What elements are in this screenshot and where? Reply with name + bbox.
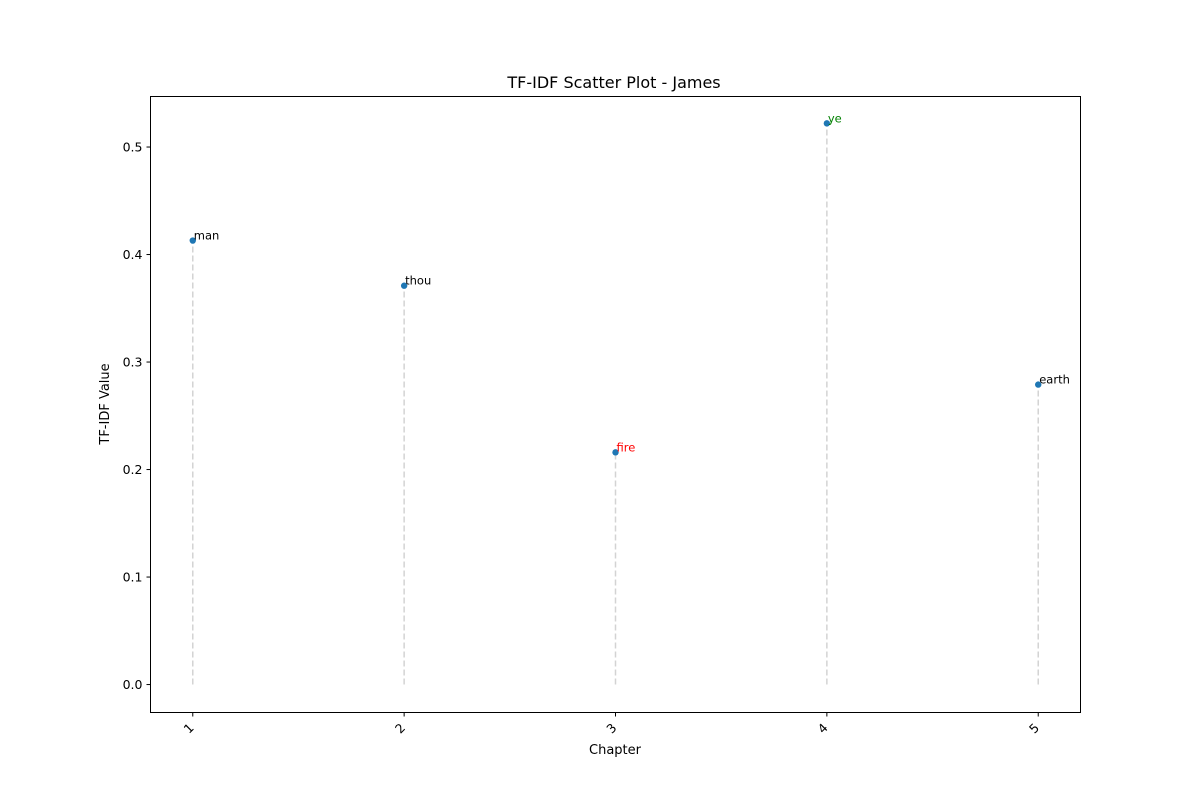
data-point [1035,381,1042,388]
point-label: fire [617,440,636,454]
data-point [823,120,831,127]
data-point [612,449,619,456]
y-tick-label: 0.5 [123,140,143,155]
point-label: man [194,229,220,243]
data-point [189,237,196,244]
data-point [400,282,408,289]
stems-layer [192,123,1039,685]
y-tick-label: 0.2 [123,462,143,477]
points-layer [189,120,1042,456]
y-tick-label: 0.0 [123,677,143,692]
point-label: ye [828,111,842,125]
point-labels-layer: man thou fire ye earth [194,111,1070,454]
y-axis-label: TF-IDF Value [98,363,113,445]
y-tick-label: 0.3 [123,355,143,370]
y-tick-label: 0.1 [123,570,143,585]
chart-title: TF-IDF Scatter Plot - James [506,73,720,92]
y-tick-label: 0.4 [123,247,143,262]
x-axis-label: Chapter [589,743,642,758]
point-label: thou [405,274,431,288]
point-label: earth [1039,373,1070,387]
y-axis: 0.0 0.1 0.2 0.3 0.4 0.5 [123,140,151,692]
